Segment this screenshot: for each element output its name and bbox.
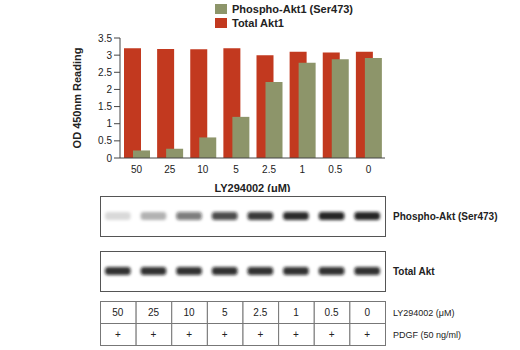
svg-text:+: + — [151, 329, 157, 340]
svg-text:2: 2 — [106, 84, 112, 95]
svg-text:1: 1 — [299, 164, 305, 175]
svg-text:0: 0 — [366, 164, 372, 175]
svg-text:10: 10 — [197, 164, 209, 175]
svg-text:5: 5 — [233, 164, 239, 175]
svg-text:+: + — [115, 329, 121, 340]
svg-text:+: + — [186, 329, 192, 340]
svg-text:50: 50 — [131, 164, 143, 175]
svg-text:1.5: 1.5 — [98, 101, 112, 112]
svg-text:0: 0 — [106, 153, 112, 164]
svg-text:+: + — [293, 329, 299, 340]
svg-text:0: 0 — [364, 307, 370, 318]
svg-text:+: + — [329, 329, 335, 340]
svg-text:LY294002 (μM): LY294002 (μM) — [393, 308, 455, 318]
svg-text:0.5: 0.5 — [98, 135, 112, 146]
svg-text:+: + — [257, 329, 263, 340]
svg-text:+: + — [222, 329, 228, 340]
html-text:Total Akt1: Total Akt1 — [232, 17, 284, 29]
svg-text:25: 25 — [164, 164, 176, 175]
svg-text:LY294002 (μM): LY294002 (μM) — [214, 182, 290, 192]
svg-text:Phospho-Akt (Ser473): Phospho-Akt (Ser473) — [393, 211, 497, 222]
svg-text:0.5: 0.5 — [325, 307, 339, 318]
svg-text:50: 50 — [112, 307, 124, 318]
svg-text:Total Akt: Total Akt — [393, 266, 435, 277]
svg-text:2.5: 2.5 — [253, 307, 267, 318]
svg-text:+: + — [364, 329, 370, 340]
svg-text:PDGF (50 ng/ml): PDGF (50 ng/ml) — [393, 330, 461, 340]
html-text:Phospho-Akt1 (Ser473): Phospho-Akt1 (Ser473) — [232, 3, 353, 15]
svg-text:25: 25 — [148, 307, 160, 318]
svg-text:0.5: 0.5 — [328, 164, 342, 175]
svg-text:10: 10 — [184, 307, 196, 318]
svg-text:OD 450nm Reading: OD 450nm Reading — [71, 48, 83, 149]
svg-text:1: 1 — [106, 118, 112, 129]
svg-text:3.5: 3.5 — [98, 33, 112, 44]
svg-text:1: 1 — [293, 307, 299, 318]
svg-text:3: 3 — [106, 50, 112, 61]
svg-text:2.5: 2.5 — [98, 67, 112, 78]
svg-text:5: 5 — [222, 307, 228, 318]
svg-text:2.5: 2.5 — [262, 164, 276, 175]
